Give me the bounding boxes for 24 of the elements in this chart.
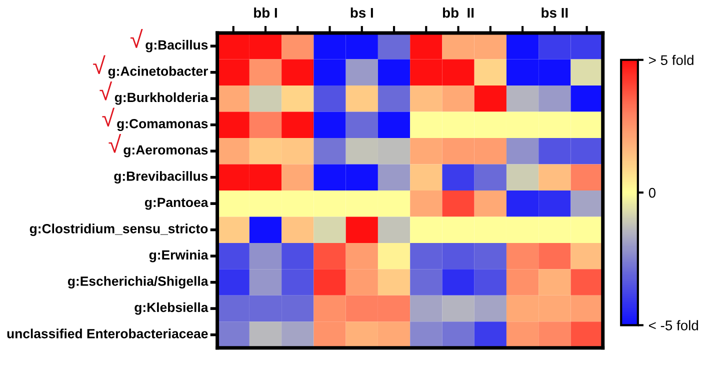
x-tick-label: bb I xyxy=(254,8,277,18)
y-tick-label: g:Aeromonas xyxy=(124,145,208,158)
y-tick-label: g:Brevibacillus xyxy=(114,171,208,184)
y-tick-label: g:Acinetobacter xyxy=(108,66,208,79)
color-bar-label: < -5 fold xyxy=(649,320,698,330)
text: √ xyxy=(100,81,112,100)
x-tick-label: bs II xyxy=(542,8,568,18)
color-bar-label: > 5 fold xyxy=(649,54,694,66)
y-tick-label: g:Klebsiella xyxy=(134,302,208,315)
color-bar-label: 0 xyxy=(648,188,656,198)
text: √ xyxy=(102,108,115,127)
y-tick-label: unclassified Enterobacteriaceae xyxy=(7,328,208,338)
y-tick-label: g:Erwinia xyxy=(149,250,208,262)
text: √ xyxy=(108,134,122,153)
y-tick-label: g:Escherichia/Shigella xyxy=(68,276,208,288)
y-tick-label: g:Burkholderia xyxy=(114,92,208,105)
y-tick-label: g:Bacillus xyxy=(146,40,208,52)
y-tick-label: g:Pantoea xyxy=(144,198,208,210)
text: √ xyxy=(130,28,143,48)
y-tick-label: g:Comamonas xyxy=(117,118,208,131)
y-tick-label: g:Clostridium_sensu_stricto xyxy=(30,224,208,236)
x-tick-label: bs I xyxy=(350,8,373,18)
x-tick-label: bb II xyxy=(442,8,474,18)
text: √ xyxy=(93,55,106,74)
